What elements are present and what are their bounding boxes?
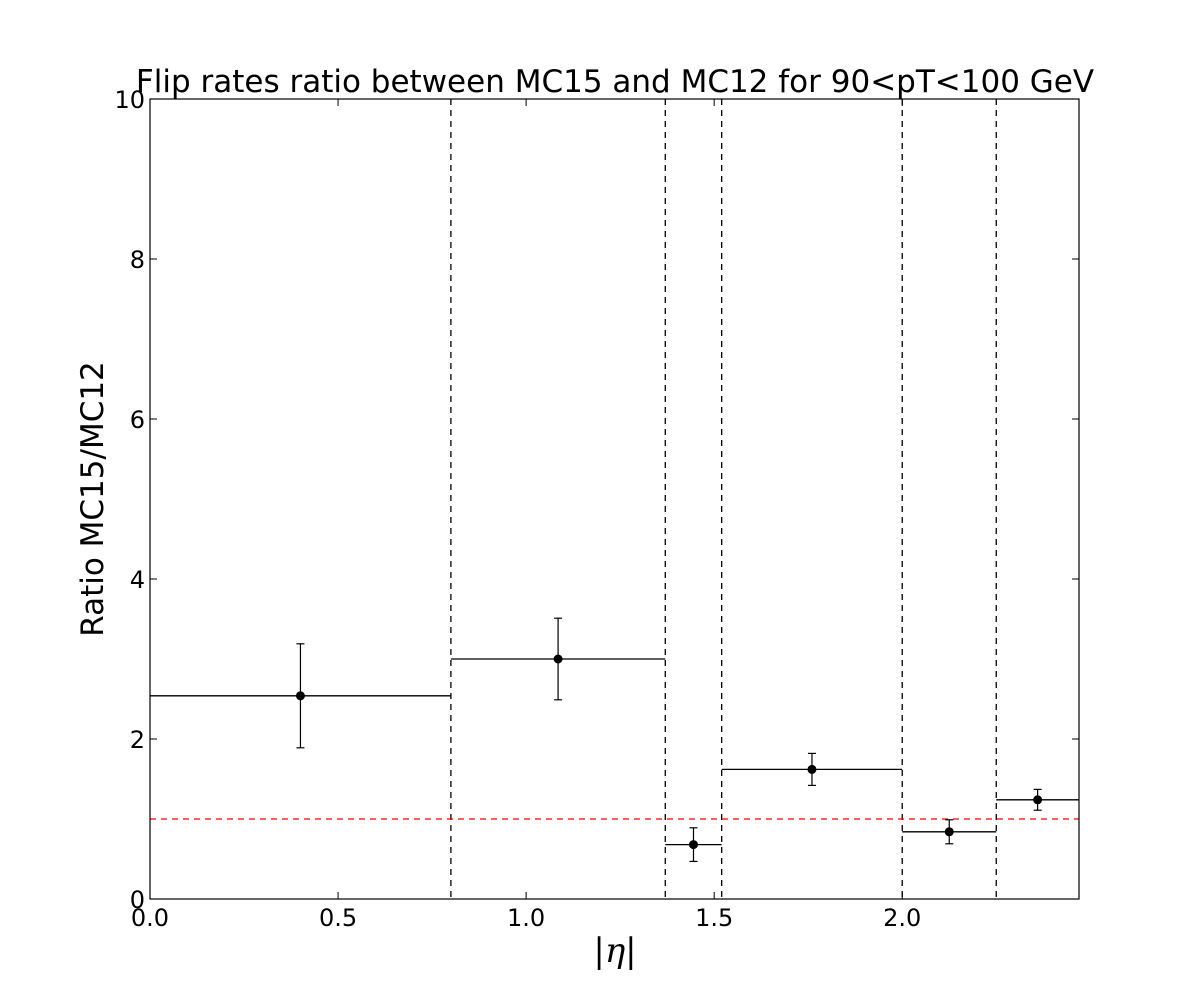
y-axis: 0 2 4 6 8 10	[114, 86, 1079, 914]
x-axis-label: |η|	[593, 931, 636, 971]
x-tick-label: 1.5	[695, 904, 733, 932]
y-tick-label: 6	[130, 406, 145, 434]
data-point	[553, 654, 563, 664]
y-tick-label: 10	[114, 86, 145, 114]
y-axis-label: Ratio MC15/MC12	[75, 361, 111, 637]
data-point	[1033, 795, 1043, 805]
data-point	[295, 691, 305, 701]
x-tick-label: 1.0	[507, 904, 545, 932]
x-axis: 0.0 0.5 1.0 1.5 2.0	[131, 99, 921, 932]
y-tick-label: 8	[130, 246, 145, 274]
y-tick-label: 2	[130, 726, 145, 754]
y-tick-label: 4	[130, 566, 145, 594]
data-point	[807, 764, 817, 774]
chart-title: Flip rates ratio between MC15 and MC12 f…	[136, 64, 1094, 100]
data-point	[944, 827, 954, 837]
y-tick-label: 0	[130, 886, 145, 914]
data-point	[688, 840, 698, 850]
x-tick-label: 2.0	[883, 904, 921, 932]
plot-frame	[149, 98, 1080, 900]
x-tick-label: 0.5	[319, 904, 357, 932]
plot-area	[150, 99, 1079, 899]
x-tick-label: 0.0	[131, 904, 169, 932]
